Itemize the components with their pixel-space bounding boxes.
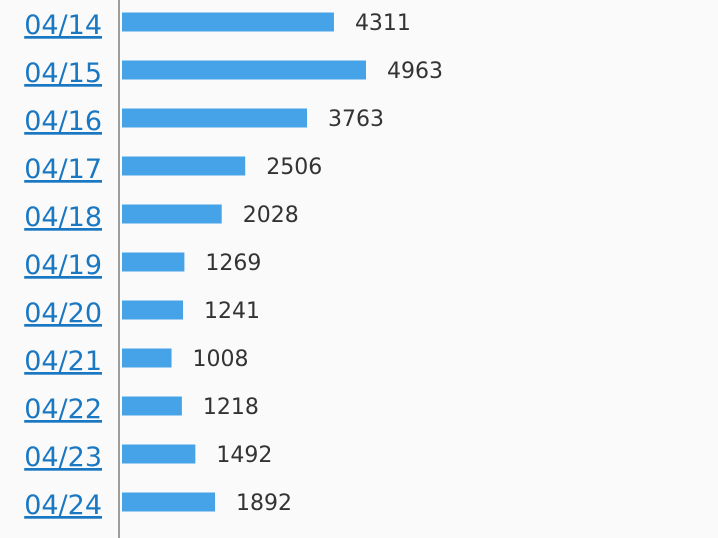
bar-04-15: [122, 60, 366, 80]
bar-04-21: [122, 348, 172, 368]
bar-04-23: [122, 444, 196, 464]
bar-04-24: [122, 492, 216, 512]
date-link-04-21[interactable]: 04/21: [24, 346, 102, 377]
value-label-04-22: 1218: [203, 395, 259, 420]
bar-04-20: [122, 300, 184, 320]
bar-04-14: [122, 12, 334, 32]
date-link-04-20[interactable]: 04/20: [24, 298, 102, 329]
date-link-04-15[interactable]: 04/15: [24, 58, 102, 89]
date-link-04-18[interactable]: 04/18: [24, 202, 102, 233]
value-label-04-14: 4311: [355, 11, 411, 36]
value-label-04-19: 1269: [205, 251, 261, 276]
value-label-04-17: 2506: [266, 155, 322, 180]
date-link-04-22[interactable]: 04/22: [24, 394, 102, 425]
value-label-04-24: 1892: [236, 491, 292, 516]
bar-04-18: [122, 204, 222, 224]
chart-rows: 04/14 4311 04/15 4963 04/16 3763 04/17 2506 04/1…: [24, 10, 443, 521]
value-label-04-16: 3763: [328, 107, 384, 132]
date-link-04-14[interactable]: 04/14: [24, 10, 102, 41]
date-link-04-24[interactable]: 04/24: [24, 490, 102, 521]
date-link-04-16[interactable]: 04/16: [24, 106, 102, 137]
date-link-04-19[interactable]: 04/19: [24, 250, 102, 281]
value-label-04-18: 2028: [243, 203, 299, 228]
value-label-04-21: 1008: [193, 347, 249, 372]
value-label-04-20: 1241: [204, 299, 260, 324]
date-link-04-23[interactable]: 04/23: [24, 442, 102, 473]
bar-04-19: [122, 252, 185, 272]
bar-04-16: [122, 108, 308, 128]
bar-04-22: [122, 396, 182, 416]
bar-04-17: [122, 156, 246, 176]
value-label-04-15: 4963: [387, 59, 443, 84]
value-label-04-23: 1492: [216, 443, 272, 468]
date-link-04-17[interactable]: 04/17: [24, 154, 102, 185]
